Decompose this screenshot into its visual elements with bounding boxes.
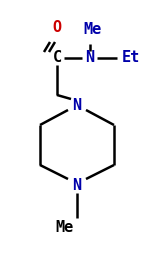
- Text: Me: Me: [56, 220, 74, 235]
- Text: N: N: [85, 50, 95, 65]
- Text: C: C: [52, 50, 62, 65]
- Text: N: N: [72, 178, 82, 193]
- Text: Me: Me: [84, 23, 102, 38]
- Text: Et: Et: [122, 50, 140, 65]
- Text: N: N: [72, 98, 82, 113]
- Text: O: O: [52, 21, 62, 36]
